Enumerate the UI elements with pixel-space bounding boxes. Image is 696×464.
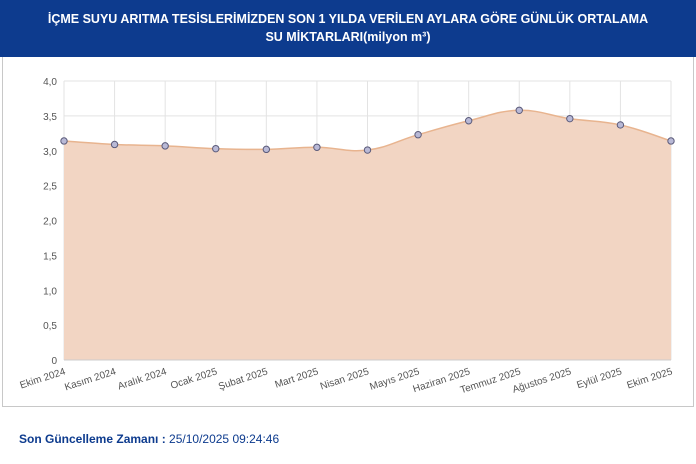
chart-title: İÇME SUYU ARITMA TESİSLERİMİZDEN SON 1 Y… [0,0,696,57]
x-tick-label: Aralık 2024 [117,366,169,392]
chart-title-text: İÇME SUYU ARITMA TESİSLERİMİZDEN SON 1 Y… [47,12,649,44]
data-point [616,121,625,129]
x-tick-label: Ağustos 2025 [511,366,573,395]
data-point [262,145,271,154]
last-update-value: 25/10/2025 09:24:46 [169,432,280,446]
last-update: Son Güncelleme Zamanı : 25/10/2025 09:24… [19,432,279,446]
data-point [667,137,675,145]
last-update-label: Son Güncelleme Zamanı : [19,432,166,446]
x-tick-label: Ekim 2024 [19,366,68,391]
data-point [464,117,473,125]
y-tick-label: 3,5 [43,112,57,123]
y-tick-label: 4,0 [43,77,57,88]
data-point [313,143,321,151]
y-tick-label: 2,0 [43,217,57,228]
y-tick-label: 0 [51,356,57,367]
chart-area: 0 0,5 1,0 1,5 2,0 2,5 3,0 3,5 4,0 Ekim 2024 Kasım … [2,57,694,407]
x-tick-label: Ekim 2025 [626,366,675,391]
x-tick-label: Nisan 2025 [319,366,371,392]
area-fill [64,110,671,361]
data-point [515,106,523,114]
x-tick-label: Kasım 2024 [63,366,118,393]
y-tick-label: 1,5 [43,251,57,262]
x-tick-label: Şubat 2025 [217,366,269,392]
y-tick-label: 1,0 [43,286,57,297]
data-point [212,144,220,153]
x-tick-label: Ocak 2025 [169,366,219,392]
y-tick-label: 0,5 [43,321,57,332]
x-tick-label: Mart 2025 [274,366,321,391]
data-point [363,146,372,154]
data-point [60,137,68,145]
data-point [110,140,119,149]
x-tick-label: Eylül 2025 [576,366,624,391]
y-tick-label: 3,0 [43,147,57,158]
data-point [566,114,574,123]
y-tick-label: 2,5 [43,182,57,193]
data-point [414,131,422,139]
area-chart: 0 0,5 1,0 1,5 2,0 2,5 3,0 3,5 4,0 Ekim 2024Kasım … [19,77,675,396]
data-point [161,142,169,150]
